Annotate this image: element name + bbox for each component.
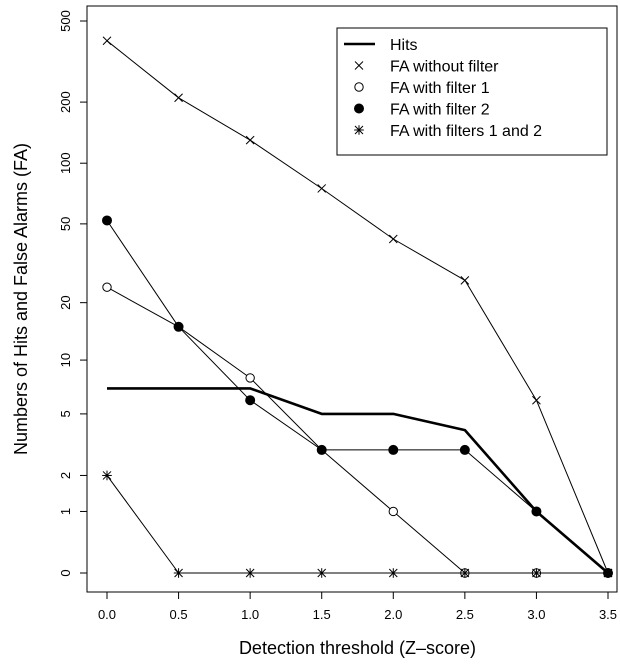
legend-label: FA with filters 1 and 2: [390, 123, 542, 140]
x-tick-label: 1.0: [241, 607, 259, 622]
y-tick-label: 10: [58, 353, 73, 367]
legend-label: FA with filter 1: [390, 80, 490, 97]
legend-item: FA with filter 1: [354, 80, 490, 97]
data-point: [102, 36, 112, 46]
legend-box: [336, 27, 608, 156]
data-point: [388, 568, 399, 578]
data-point: [317, 184, 327, 193]
plot-frame: [86, 5, 618, 593]
series-line: [106, 475, 608, 574]
x-tick-label: 0.0: [98, 607, 116, 622]
data-point: [388, 444, 399, 455]
data-point: [532, 395, 541, 405]
data-point: [460, 275, 470, 285]
y-tick-label: 100: [58, 152, 73, 174]
data-point: [102, 215, 112, 226]
legend-marker: [354, 103, 364, 114]
data-point: [531, 506, 542, 517]
legend-label: FA without filter: [390, 59, 499, 76]
data-point: [173, 568, 184, 578]
y-axis: 0 1 2 5 10 20 50 100 200 500: [58, 10, 87, 577]
series-line: [106, 40, 609, 574]
y-axis-title: Numbers of Hits and False Alarms (FA): [11, 143, 31, 455]
data-point: [388, 234, 398, 244]
data-point: [245, 135, 255, 145]
data-point: [245, 395, 256, 406]
series-3: [102, 215, 613, 578]
y-tick-label: 20: [58, 295, 73, 309]
legend-item: FA with filters 1 and 2: [354, 123, 542, 140]
data-point: [388, 506, 398, 517]
y-tick-label: 0: [58, 569, 73, 576]
series-4: [102, 470, 613, 578]
y-tick-label: 1: [58, 508, 73, 515]
data-point: [316, 568, 327, 578]
data-point: [245, 373, 255, 383]
y-tick-label: 50: [58, 217, 73, 231]
x-tick-label: 2.0: [384, 607, 402, 622]
data-point: [102, 282, 112, 292]
data-point: [102, 470, 112, 481]
series-1: [102, 36, 613, 578]
y-tick-label: 200: [58, 91, 73, 113]
data-point: [316, 444, 327, 455]
data-point: [460, 568, 470, 578]
legend-marker: [354, 82, 364, 92]
x-tick-label: 0.5: [170, 607, 188, 622]
series-layer: [102, 36, 613, 578]
x-tick-label: 2.5: [456, 607, 474, 622]
legend-label: Hits: [390, 37, 418, 54]
data-point: [531, 568, 542, 578]
legend-marker: [354, 125, 364, 135]
x-tick-label: 1.5: [313, 607, 331, 622]
legend-item: FA without filter: [354, 59, 499, 76]
legend-item: FA with filter 2: [354, 102, 490, 119]
data-point: [174, 93, 183, 103]
legend-marker: [354, 61, 364, 70]
data-point: [173, 321, 184, 332]
series-0: [107, 387, 609, 574]
x-tick-label: 3.0: [527, 607, 545, 622]
x-tick-label: 3.5: [599, 607, 617, 622]
x-axis: 0.0 0.5 1.0 1.5 2.0 2.5 3.0 3.5: [98, 592, 617, 622]
data-point: [245, 568, 255, 578]
legend-item: Hits: [344, 37, 418, 54]
data-point: [459, 444, 470, 455]
series-line: [106, 220, 609, 574]
plot-border: [86, 5, 618, 593]
y-tick-label: 500: [58, 10, 73, 32]
legend: Hits FA without filter FA with filter 1 FA …: [336, 27, 608, 156]
y-tick-label: 2: [58, 472, 73, 479]
series-line: [107, 387, 609, 574]
y-tick-label: 5: [58, 410, 73, 417]
x-axis-title: Detection threshold (Z–score): [239, 638, 476, 658]
data-point: [603, 568, 613, 578]
legend-label: FA with filter 2: [390, 102, 490, 119]
